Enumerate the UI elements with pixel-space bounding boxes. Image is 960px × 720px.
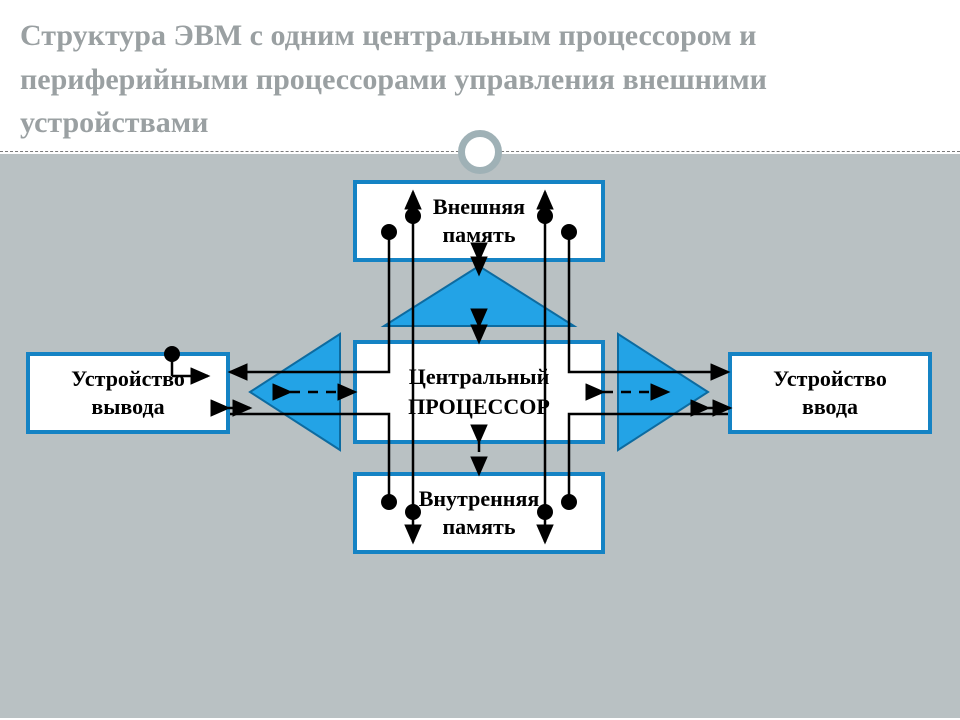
- label-cpu-1: Центральный: [409, 364, 550, 389]
- node-external-memory: Внешняя память: [355, 182, 603, 260]
- label-ext-mem-2: память: [442, 222, 515, 247]
- node-cpu: Центральный ПРОЦЕССОР: [355, 342, 603, 442]
- label-out-1: Устройство: [71, 366, 185, 391]
- node-input-device: Устройство ввода: [730, 354, 930, 432]
- label-in-1: Устройство: [773, 366, 887, 391]
- node-internal-memory: Внутренняя память: [355, 474, 603, 552]
- slide-title: Структура ЭВМ с одним центральным процес…: [20, 14, 940, 145]
- label-in-2: ввода: [802, 394, 858, 419]
- label-int-mem-2: память: [442, 514, 515, 539]
- label-out-2: вывода: [91, 394, 164, 419]
- label-int-mem-1: Внутренняя: [419, 486, 540, 511]
- block-diagram: Внешняя память Центральный ПРОЦЕССОР Вну…: [0, 152, 960, 718]
- label-ext-mem-1: Внешняя: [433, 194, 525, 219]
- label-cpu-2: ПРОЦЕССОР: [408, 394, 550, 419]
- node-output-device: Устройство вывода: [28, 354, 228, 432]
